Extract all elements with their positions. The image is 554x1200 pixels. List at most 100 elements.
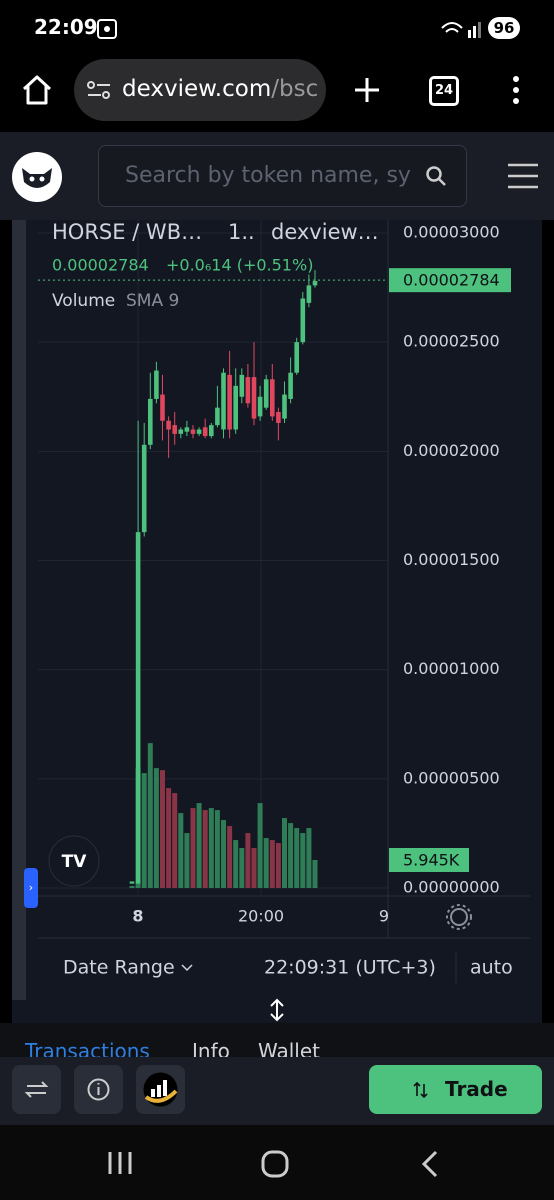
tradingview-logo[interactable] <box>48 835 100 887</box>
chart-panel: › 0.00003000 0.00002500 0.00002000 0.000015… <box>12 220 542 1023</box>
candle-body <box>263 379 269 408</box>
x-tick-label: 9 <box>379 907 389 926</box>
clock-time: 22:09:31 (UTC+3) <box>264 957 436 979</box>
volume-bar <box>184 833 190 888</box>
toolbar: Trade <box>0 1057 554 1125</box>
candle-body <box>129 881 135 884</box>
new-tab-button[interactable] <box>352 75 382 105</box>
x-tick-label: 8 <box>132 907 143 926</box>
candle-body <box>148 398 153 445</box>
volume-bar <box>245 833 251 888</box>
volume-bar <box>160 770 165 888</box>
y-tick-label: 0.00000000 <box>403 878 500 897</box>
price-change: +0.0₆14 (+0.51%) <box>166 256 313 275</box>
volume-bar <box>269 840 275 888</box>
settings-gear[interactable] <box>446 904 472 930</box>
left-strip <box>12 220 26 1000</box>
candle-body <box>209 425 214 437</box>
url-text: dexview.com/bsc <box>122 76 318 102</box>
last-price: 0.00002784 <box>52 256 149 275</box>
candle-body <box>184 427 190 432</box>
volume-bar <box>141 773 147 888</box>
candle-body <box>154 370 159 399</box>
swap-button[interactable] <box>12 1065 61 1114</box>
y-tick-label: 0.00002500 <box>403 332 500 351</box>
panel-toggle-arrow: › <box>29 881 33 894</box>
trade-icon <box>413 1081 428 1099</box>
browser-bar: dexview.com/bsc 24 <box>0 55 554 132</box>
current-price-label: 0.00002784 <box>403 271 500 290</box>
volume-bar <box>147 743 153 888</box>
volume-bar <box>172 793 178 888</box>
nav-bar <box>0 1125 554 1200</box>
candle-body <box>257 396 263 417</box>
candle-body <box>196 429 202 434</box>
scale-mode[interactable]: auto <box>470 957 513 979</box>
status-bar: 22:09 96 <box>0 0 554 55</box>
candle-body <box>239 374 245 397</box>
volume-bar <box>294 828 300 888</box>
search-box[interactable]: Search by token name, sy <box>98 145 467 207</box>
y-tick-label: 0.00000500 <box>403 768 500 787</box>
tradingview-logo-text: TV <box>62 852 88 872</box>
search-icon[interactable] <box>425 165 447 187</box>
volume-bar <box>208 808 214 888</box>
y-tick-label: 0.00001500 <box>403 550 500 569</box>
back-button[interactable] <box>418 1149 442 1179</box>
volume-bar <box>300 833 306 888</box>
menu-button[interactable] <box>508 73 524 107</box>
candle-body <box>190 429 196 434</box>
y-tick-label: 0.00002000 <box>403 441 500 460</box>
volume-bar <box>288 823 294 888</box>
candle-body <box>178 429 184 434</box>
volume-bar <box>233 840 239 888</box>
volume-bar <box>202 810 208 888</box>
candle-body <box>215 407 220 426</box>
search-placeholder: Search by token name, sy <box>125 163 411 188</box>
volume-bar <box>275 843 281 888</box>
home-button[interactable] <box>20 73 54 107</box>
candle-body <box>221 372 226 430</box>
home-nav-button[interactable] <box>260 1149 290 1179</box>
trade-button[interactable]: Trade <box>369 1065 542 1114</box>
candle-body <box>300 298 306 343</box>
volume-bar <box>251 848 257 888</box>
site-settings-icon[interactable] <box>86 79 112 101</box>
date-range-caret <box>181 964 193 972</box>
volume-bar <box>214 810 220 888</box>
recents-button[interactable] <box>106 1150 134 1176</box>
candle-body <box>270 379 275 417</box>
volume-bar <box>263 838 269 888</box>
hamburger-menu[interactable] <box>507 162 539 190</box>
interval: 1.. <box>228 220 255 244</box>
date-range[interactable]: Date Range <box>63 957 175 979</box>
volume-label: Volume <box>52 291 115 311</box>
info-button[interactable] <box>74 1065 123 1114</box>
volume-bar <box>190 808 196 888</box>
chart-button[interactable] <box>136 1065 185 1114</box>
resize-handle[interactable] <box>270 998 284 1022</box>
pair-name: HORSE / WB… <box>52 220 202 244</box>
panel-toggle[interactable] <box>24 868 38 908</box>
candle-body <box>251 377 257 419</box>
volume-bar <box>196 803 202 888</box>
candle-body <box>166 420 171 430</box>
candle-body <box>172 425 177 434</box>
logo[interactable] <box>12 152 62 202</box>
volume-bar <box>166 788 172 888</box>
volume-bar <box>239 848 245 888</box>
volume-bar <box>306 828 312 888</box>
battery: 96 <box>488 17 520 39</box>
source: dexview… <box>271 220 379 244</box>
tab-count[interactable]: 24 <box>429 76 459 106</box>
candle-body <box>306 285 312 303</box>
candle-body <box>245 377 251 404</box>
volume-bar <box>153 768 159 888</box>
candle-body <box>294 342 299 373</box>
volume-bar <box>312 859 318 888</box>
url-bar[interactable]: dexview.com/bsc <box>74 59 326 121</box>
chart: › 0.00003000 0.00002500 0.00002000 0.000015… <box>12 220 542 1023</box>
candle-body <box>288 372 293 399</box>
candle-body <box>202 427 208 437</box>
